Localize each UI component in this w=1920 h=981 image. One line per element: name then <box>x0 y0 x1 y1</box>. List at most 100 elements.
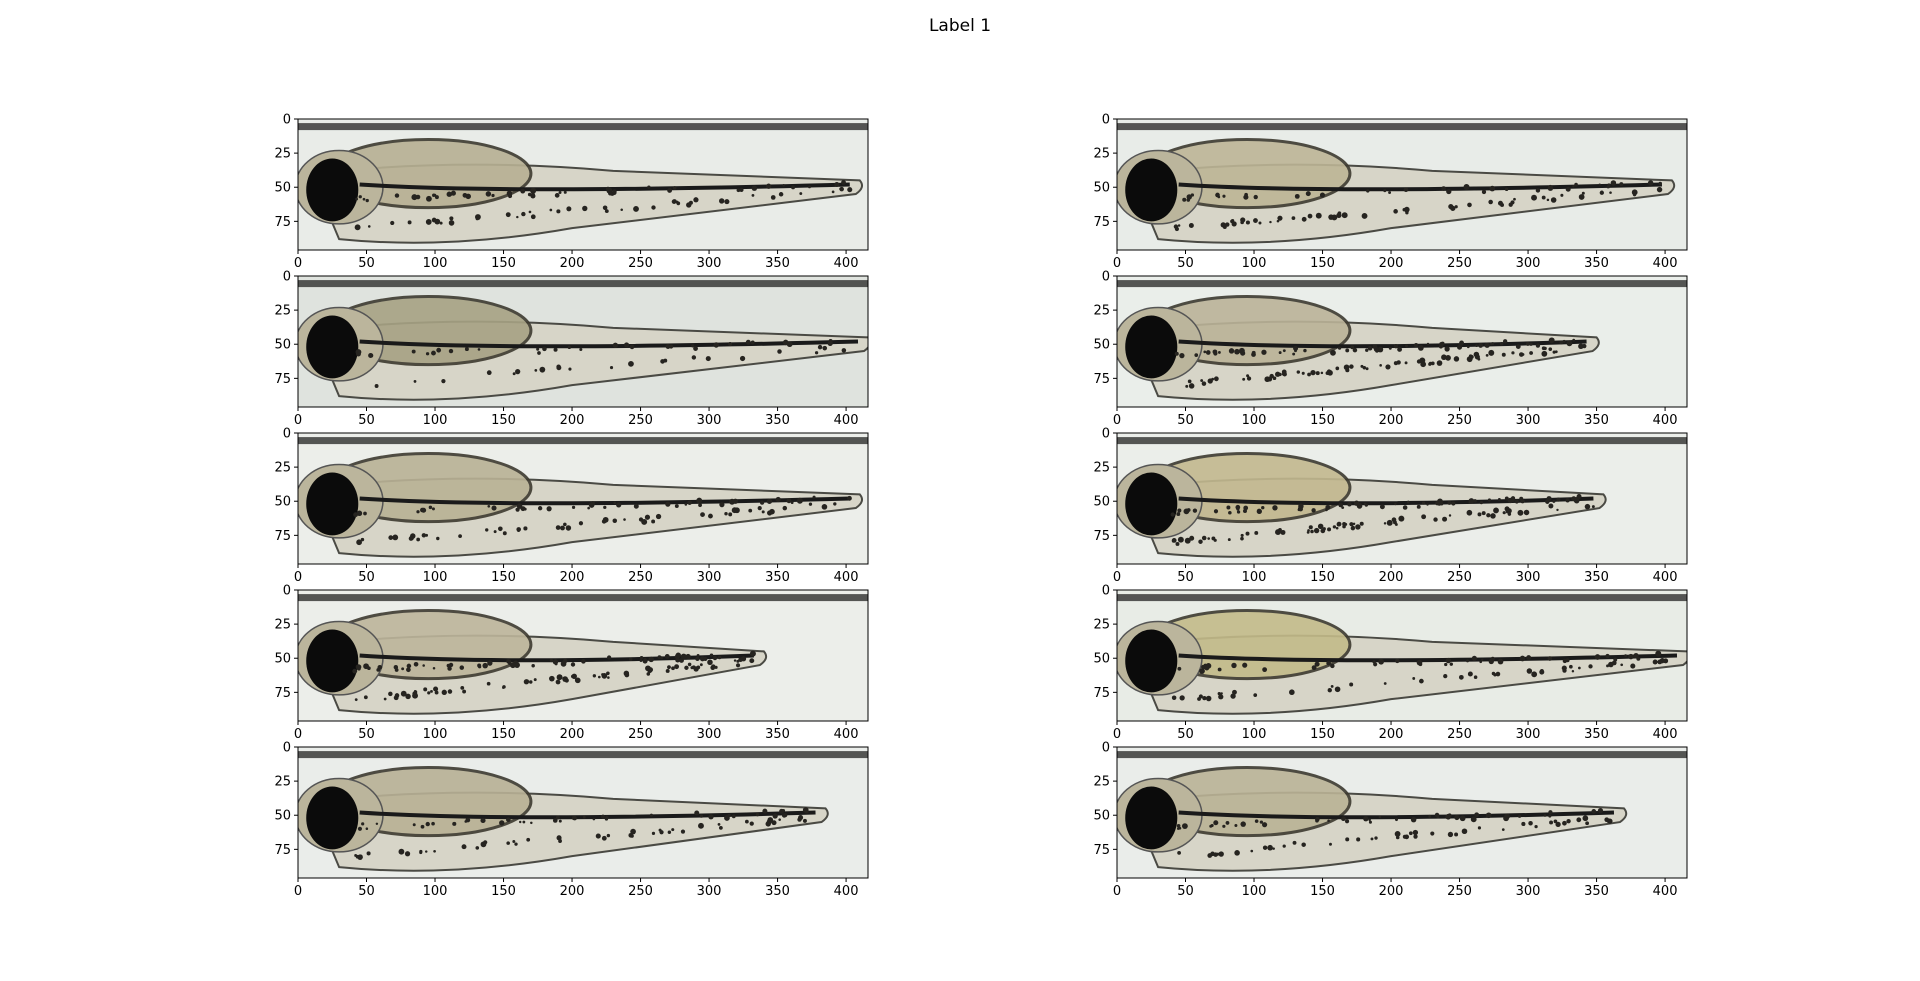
pigment-spot <box>1305 191 1311 197</box>
pigment-spot <box>1552 350 1556 354</box>
pigment-spot <box>506 817 511 823</box>
pigment-spot <box>404 851 411 857</box>
larva-image <box>298 747 868 878</box>
pigment-spot <box>680 653 687 660</box>
pigment-spot <box>1585 821 1590 826</box>
pigment-spot <box>602 516 609 523</box>
pigment-spot <box>439 221 443 225</box>
pigment-spot <box>633 206 639 212</box>
y-tick-label: 50 <box>1093 181 1110 196</box>
pigment-spot <box>1183 508 1190 515</box>
pigment-spot <box>1404 344 1409 348</box>
pigment-spot <box>1262 845 1268 850</box>
pigment-spot <box>750 340 755 345</box>
pigment-spot <box>1633 652 1639 659</box>
pigment-spot <box>487 660 493 666</box>
pigment-spot <box>603 505 607 510</box>
pigment-spot <box>477 348 481 351</box>
pigment-spot <box>1436 815 1440 819</box>
pigment-spot <box>1205 350 1211 355</box>
pigment-spot <box>728 341 733 347</box>
pigment-spot <box>1192 508 1198 513</box>
pigment-spot <box>651 519 656 524</box>
pigment-spot <box>608 191 613 196</box>
pigment-spot <box>588 502 595 508</box>
pigment-spot <box>1202 695 1207 701</box>
pigment-spot <box>1504 496 1509 501</box>
pigment-spot <box>1410 816 1417 823</box>
pigment-spot <box>383 697 387 701</box>
pigment-spot <box>1486 513 1491 518</box>
pigment-spot <box>1303 348 1307 353</box>
pigment-spot <box>1185 384 1189 388</box>
pigment-spot <box>1315 818 1319 823</box>
x-tick-label: 200 <box>560 413 585 428</box>
pigment-spot <box>1413 342 1419 348</box>
pigment-spot <box>1245 531 1250 536</box>
pigment-spot <box>1428 361 1432 365</box>
pigment-spot <box>607 676 610 679</box>
pigment-spot <box>604 209 609 214</box>
pigment-spot <box>1576 817 1582 823</box>
pigment-spot <box>1428 814 1432 818</box>
x-tick-label: 350 <box>1584 413 1609 428</box>
pigment-spot <box>709 653 714 657</box>
pigment-spot <box>633 503 639 509</box>
pigment-spot <box>1377 346 1384 353</box>
pigment-spot <box>1262 667 1268 673</box>
subplot-r5c2: 0 50 100 150 200 250 300 350 400 0 25 50 75 <box>1093 741 1688 899</box>
pigment-spot <box>560 525 565 531</box>
pigment-spot <box>1604 817 1610 823</box>
pigment-spot <box>1350 522 1354 526</box>
pigment-spot <box>522 820 526 824</box>
pigment-spot <box>425 850 428 853</box>
pigment-spot <box>574 678 578 682</box>
pigment-spot <box>361 822 365 826</box>
pigment-spot <box>1177 851 1181 855</box>
pigment-spot <box>1391 517 1397 523</box>
pigment-spot <box>595 833 601 839</box>
y-tick-label: 0 <box>283 741 291 756</box>
pigment-spot <box>1501 828 1505 831</box>
pigment-spot <box>549 675 555 682</box>
x-tick-label: 350 <box>765 256 790 271</box>
pigment-spot <box>1372 344 1378 350</box>
pigment-spot <box>354 698 358 702</box>
pigment-spot <box>376 667 381 672</box>
y-tick-label: 0 <box>1102 427 1110 442</box>
pigment-spot <box>1351 525 1355 529</box>
x-tick-label: 350 <box>1584 884 1609 899</box>
pigment-spot <box>1301 371 1305 375</box>
pigment-spot <box>1226 505 1231 510</box>
pigment-spot <box>1514 499 1519 504</box>
pigment-spot <box>1240 536 1244 541</box>
pigment-spot <box>530 192 535 197</box>
pigment-spot <box>1549 337 1555 343</box>
pigment-spot <box>592 817 596 821</box>
x-tick-label: 200 <box>1379 884 1404 899</box>
pigment-spot <box>1175 542 1180 546</box>
pigment-spot <box>713 342 719 348</box>
pigment-spot <box>390 220 395 226</box>
larva-eye <box>306 786 359 850</box>
pigment-spot <box>1553 819 1558 824</box>
pigment-spot <box>392 534 399 541</box>
pigment-spot <box>1366 189 1370 193</box>
pigment-spot <box>1378 658 1385 665</box>
x-tick-label: 100 <box>1242 570 1267 585</box>
pigment-spot <box>1234 348 1240 355</box>
pigment-spot <box>1220 692 1223 695</box>
pigment-spot <box>1294 193 1300 199</box>
x-tick-label: 200 <box>1379 256 1404 271</box>
pigment-spot <box>1307 372 1311 377</box>
pigment-spot <box>1647 180 1654 186</box>
pigment-spot <box>464 347 469 352</box>
pigment-spot <box>1466 345 1470 349</box>
pigment-spot <box>465 817 471 823</box>
pigment-spot <box>623 342 630 348</box>
pigment-spot <box>482 662 488 669</box>
pigment-spot <box>553 347 558 352</box>
pigment-spot <box>432 193 436 197</box>
x-tick-label: 0 <box>1113 413 1121 428</box>
pigment-spot <box>667 830 672 834</box>
